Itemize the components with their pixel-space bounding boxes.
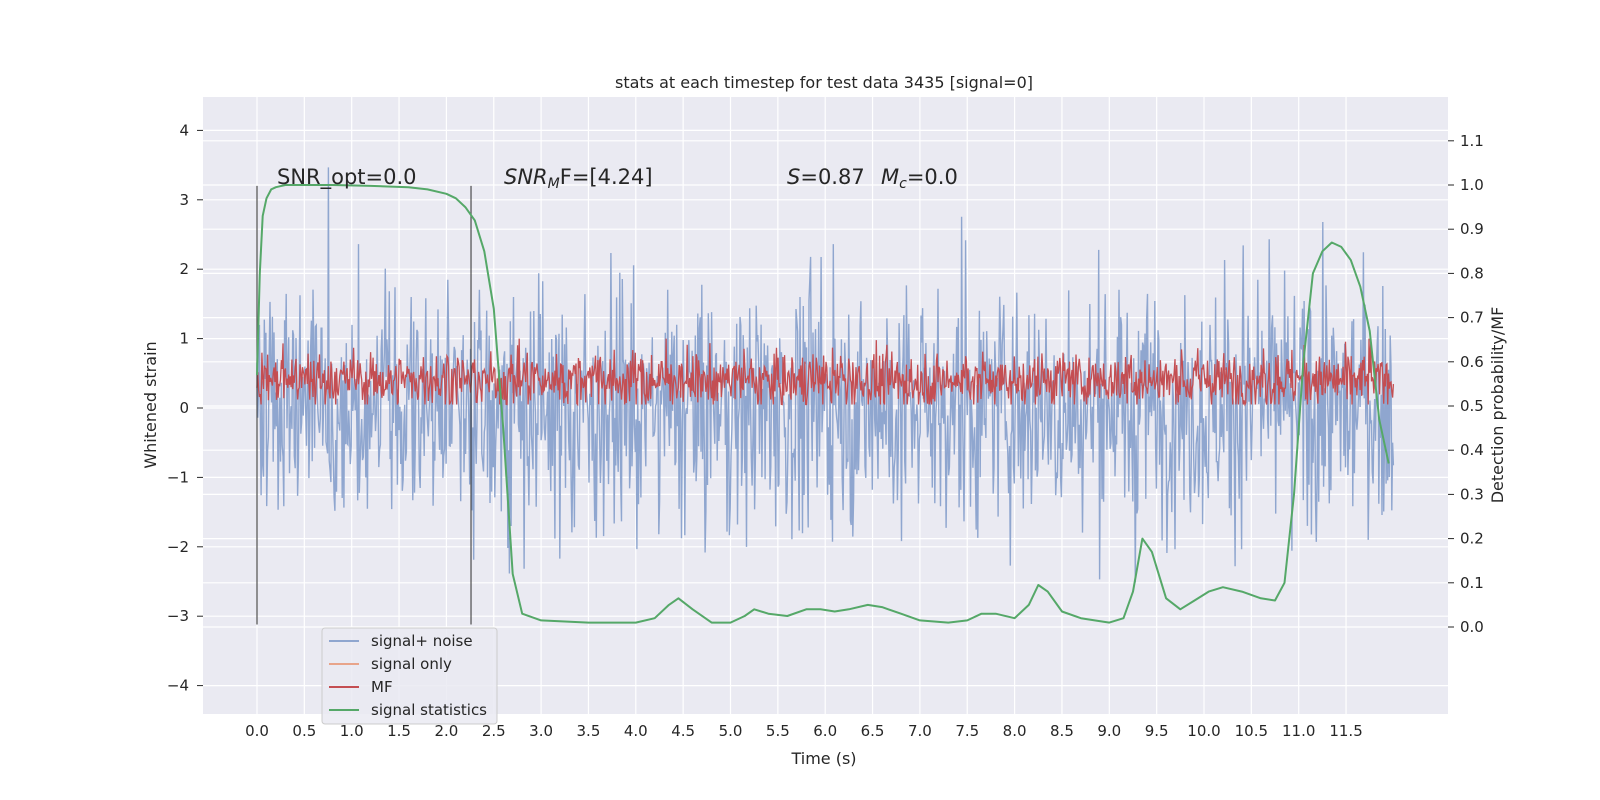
legend: signal+ noise signal only MF signal stat… — [321, 627, 498, 725]
mf-line — [256, 338, 1395, 407]
mf-series — [256, 338, 1395, 407]
x-tick-label: 11.5 — [1329, 722, 1362, 740]
x-tick-label: 9.5 — [1145, 722, 1169, 740]
y2-tick-label: 1.0 — [1460, 176, 1484, 194]
signal-noise-line — [256, 167, 1395, 583]
x-tick-label: 7.5 — [955, 722, 979, 740]
x-tick-label: 3.5 — [577, 722, 601, 740]
snr-mf-sub: M — [548, 176, 560, 192]
y2-tick-label: 0.5 — [1460, 397, 1484, 415]
y2-tick-label: 0.7 — [1460, 309, 1484, 327]
y2-tick-label: 0.3 — [1460, 485, 1484, 503]
vertical-markers — [256, 185, 472, 625]
x-tick-label: 1.5 — [387, 722, 411, 740]
annotation-mc: Mc=0.0 — [881, 165, 958, 192]
y-tick-label: 3 — [179, 191, 189, 209]
x-tick-label: 2.0 — [434, 722, 458, 740]
s-label: S — [787, 165, 800, 189]
y2-tick-label: 0.0 — [1460, 618, 1484, 636]
legend-label-signal-only: signal only — [371, 655, 452, 673]
annotation-s: S=0.87 — [787, 165, 865, 189]
y-tick-label: −2 — [167, 538, 189, 556]
mc-value: =0.0 — [907, 165, 958, 189]
x-tick-label: 10.5 — [1235, 722, 1268, 740]
x-tick-label: 6.0 — [813, 722, 837, 740]
legend-box — [321, 627, 498, 725]
annotation-snr-opt: SNR_opt=0.0 — [277, 165, 417, 190]
x-tick-label: 9.0 — [1097, 722, 1121, 740]
x-tick-label: 6.5 — [861, 722, 885, 740]
y2-tick-label: 1.1 — [1460, 132, 1484, 150]
y-tick-label: 2 — [179, 260, 189, 278]
x-tick-label: 8.5 — [1050, 722, 1074, 740]
x-tick-label: 8.0 — [1003, 722, 1027, 740]
y2-tick-label: 0.6 — [1460, 353, 1484, 371]
s-value: =0.87 — [800, 165, 864, 189]
snr-mf-rest: F=[4.24] — [560, 165, 653, 189]
x-tick-label: 2.5 — [482, 722, 506, 740]
x-tick-label: 10.0 — [1187, 722, 1220, 740]
y-axis-label: Whitened strain — [141, 341, 160, 468]
y2-axis-label: Detection probability/MF — [1488, 307, 1507, 504]
legend-label-signal-statistics: signal statistics — [371, 701, 487, 719]
y2-tick-label: 0.1 — [1460, 574, 1484, 592]
mc-label: M — [881, 165, 899, 189]
y-tick-label: −4 — [167, 677, 189, 695]
y2-tick-label: 0.4 — [1460, 441, 1484, 459]
mc-sub: c — [899, 176, 907, 192]
x-tick-label: 4.0 — [624, 722, 648, 740]
signal-plus-noise-series — [256, 167, 1395, 583]
signal-statistics-series — [256, 184, 1390, 624]
x-tick-label: 3.0 — [529, 722, 553, 740]
y2-tick-label: 0.2 — [1460, 530, 1484, 548]
x-tick-label: 1.0 — [340, 722, 364, 740]
x-tick-label: 7.0 — [908, 722, 932, 740]
plot-area — [256, 167, 1395, 625]
x-tick-label: 5.0 — [719, 722, 743, 740]
y2-axis-ticks: 1.1 1.0 0.9 0.8 0.7 0.6 0.5 0.4 0.3 0.2 0.1 0.0 — [1448, 132, 1484, 636]
signal-statistics-line — [256, 184, 1390, 624]
y-tick-label: 4 — [179, 121, 189, 139]
y-tick-label: 0 — [179, 399, 189, 417]
annotation-snr-mf: SNRMF=[4.24] — [504, 165, 653, 192]
x-tick-label: 0.0 — [245, 722, 269, 740]
chart-title: stats at each timestep for test data 343… — [615, 73, 1033, 92]
x-tick-label: 11.0 — [1282, 722, 1315, 740]
snr-mf-label: SNR — [504, 165, 548, 189]
x-axis-label: Time (s) — [790, 749, 856, 768]
x-tick-label: 0.5 — [292, 722, 316, 740]
y-tick-label: −3 — [167, 607, 189, 625]
y-tick-label: 1 — [179, 330, 189, 348]
y-axis-ticks: 4 3 2 1 0 −1 −2 −3 −4 — [167, 121, 203, 695]
y-tick-label: −1 — [167, 468, 189, 486]
legend-label-mf: MF — [371, 678, 393, 696]
y2-tick-label: 0.9 — [1460, 220, 1484, 238]
x-axis-ticks: 0.0 0.5 1.0 1.5 2.0 2.5 3.0 3.5 4.0 4.5 5.0 5.5 6.0 6… — [245, 722, 1363, 740]
y2-tick-label: 0.8 — [1460, 264, 1484, 282]
x-tick-label: 4.5 — [671, 722, 695, 740]
legend-label-signal-noise: signal+ noise — [371, 632, 473, 650]
x-tick-label: 5.5 — [766, 722, 790, 740]
